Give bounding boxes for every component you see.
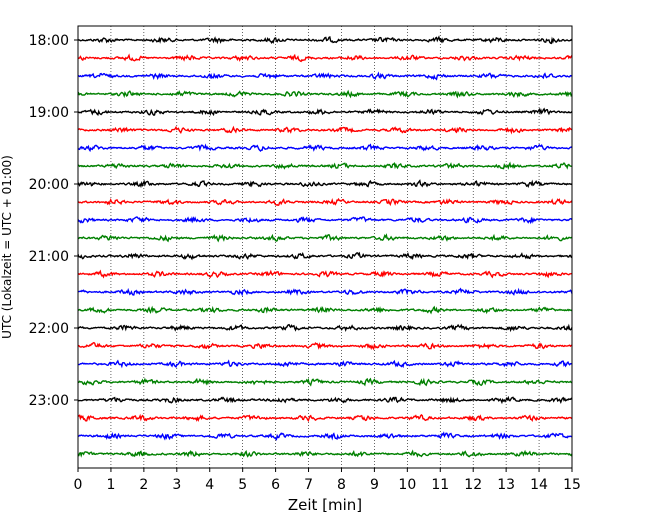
y-tick-label: 20:00 (29, 177, 69, 193)
y-axis-label: UTC (Lokalzeit = UTC + 01:00) (0, 155, 14, 339)
y-tick-label: 23:00 (29, 393, 69, 409)
trace-line (77, 233, 573, 243)
x-tick-label: 9 (370, 477, 379, 493)
trace-line (77, 287, 573, 297)
trace-line (77, 251, 573, 261)
trace-line (77, 323, 573, 333)
trace-line (77, 89, 573, 99)
trace-line (77, 341, 573, 351)
y-tick-label: 18:00 (29, 33, 69, 49)
trace-group (77, 35, 573, 458)
trace-line (77, 161, 573, 170)
y-tick-label: 22:00 (29, 321, 69, 337)
x-axis: 0 1 2 3 4 5 6 7 8 9 10 11 12 13 14 15 (74, 468, 581, 493)
trace-line (77, 107, 573, 117)
x-tick-label: 7 (304, 477, 313, 493)
x-tick-label: 14 (530, 477, 548, 493)
y-tick-label: 19:00 (29, 105, 69, 121)
x-tick-label: 1 (106, 477, 115, 493)
trace-line (77, 53, 573, 63)
y-axis: 18:00 19:00 20:00 21:00 22:00 23:00 (29, 33, 78, 409)
trace-line (77, 449, 573, 458)
x-tick-label: 15 (563, 477, 581, 493)
x-tick-label: 0 (74, 477, 83, 493)
x-tick-label: 13 (497, 477, 515, 493)
trace-line (77, 395, 573, 405)
x-tick-label: 11 (431, 477, 449, 493)
trace-line (77, 179, 573, 189)
trace-line (77, 377, 573, 387)
x-tick-label: 5 (238, 477, 247, 493)
trace-line (77, 305, 573, 315)
x-tick-label: 12 (464, 477, 482, 493)
trace-line (77, 359, 573, 369)
x-tick-label: 8 (337, 477, 346, 493)
trace-line (77, 143, 573, 153)
x-axis-label: Zeit [min] (288, 496, 362, 514)
x-tick-label: 6 (271, 477, 280, 493)
trace-line (77, 216, 573, 225)
trace-line (77, 35, 573, 45)
x-tick-label: 2 (139, 477, 148, 493)
x-tick-label: 3 (172, 477, 181, 493)
y-tick-label: 21:00 (29, 249, 69, 265)
x-tick-label: 10 (398, 477, 416, 493)
trace-line (77, 71, 573, 81)
trace-line (77, 269, 573, 279)
plot-frame (77, 25, 573, 469)
x-tick-label: 4 (205, 477, 214, 493)
trace-line (77, 197, 573, 207)
trace-line (77, 431, 573, 441)
trace-line (77, 413, 573, 423)
trace-line (77, 125, 573, 135)
